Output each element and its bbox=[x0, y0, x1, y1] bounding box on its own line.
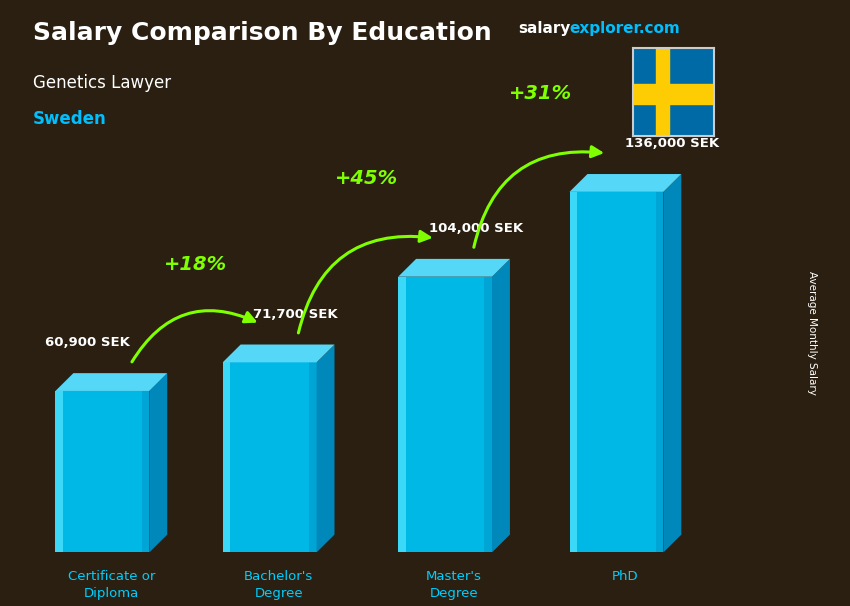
Polygon shape bbox=[492, 259, 510, 553]
Text: Salary Comparison By Education: Salary Comparison By Education bbox=[33, 21, 492, 45]
Polygon shape bbox=[309, 362, 316, 553]
Text: +18%: +18% bbox=[164, 255, 227, 274]
Bar bbox=[633, 84, 714, 104]
Polygon shape bbox=[223, 345, 335, 362]
Text: PhD: PhD bbox=[612, 570, 638, 583]
Bar bbox=[656, 48, 669, 136]
Polygon shape bbox=[142, 391, 150, 553]
Polygon shape bbox=[150, 373, 167, 553]
Text: 60,900 SEK: 60,900 SEK bbox=[45, 336, 130, 350]
Text: 136,000 SEK: 136,000 SEK bbox=[625, 138, 719, 150]
Polygon shape bbox=[656, 192, 663, 553]
Polygon shape bbox=[570, 192, 663, 553]
Text: Average Monthly Salary: Average Monthly Salary bbox=[808, 271, 817, 395]
Polygon shape bbox=[398, 259, 510, 277]
Polygon shape bbox=[55, 373, 167, 391]
Polygon shape bbox=[663, 174, 682, 553]
Text: salary: salary bbox=[518, 21, 571, 36]
Text: Sweden: Sweden bbox=[33, 110, 107, 128]
Text: Certificate or
Diploma: Certificate or Diploma bbox=[68, 570, 155, 601]
Text: 71,700 SEK: 71,700 SEK bbox=[253, 308, 338, 321]
Polygon shape bbox=[223, 362, 316, 553]
Polygon shape bbox=[570, 174, 682, 192]
Polygon shape bbox=[55, 391, 63, 553]
Text: Master's
Degree: Master's Degree bbox=[426, 570, 482, 601]
Text: +31%: +31% bbox=[508, 84, 572, 104]
Polygon shape bbox=[570, 192, 577, 553]
Text: explorer.com: explorer.com bbox=[570, 21, 680, 36]
Text: 104,000 SEK: 104,000 SEK bbox=[428, 222, 523, 235]
Polygon shape bbox=[223, 362, 230, 553]
Text: Bachelor's
Degree: Bachelor's Degree bbox=[244, 570, 313, 601]
Polygon shape bbox=[484, 277, 492, 553]
Polygon shape bbox=[316, 345, 335, 553]
Polygon shape bbox=[398, 277, 492, 553]
Text: Genetics Lawyer: Genetics Lawyer bbox=[33, 75, 171, 92]
Polygon shape bbox=[55, 391, 150, 553]
Text: +45%: +45% bbox=[335, 169, 399, 188]
Polygon shape bbox=[398, 277, 405, 553]
